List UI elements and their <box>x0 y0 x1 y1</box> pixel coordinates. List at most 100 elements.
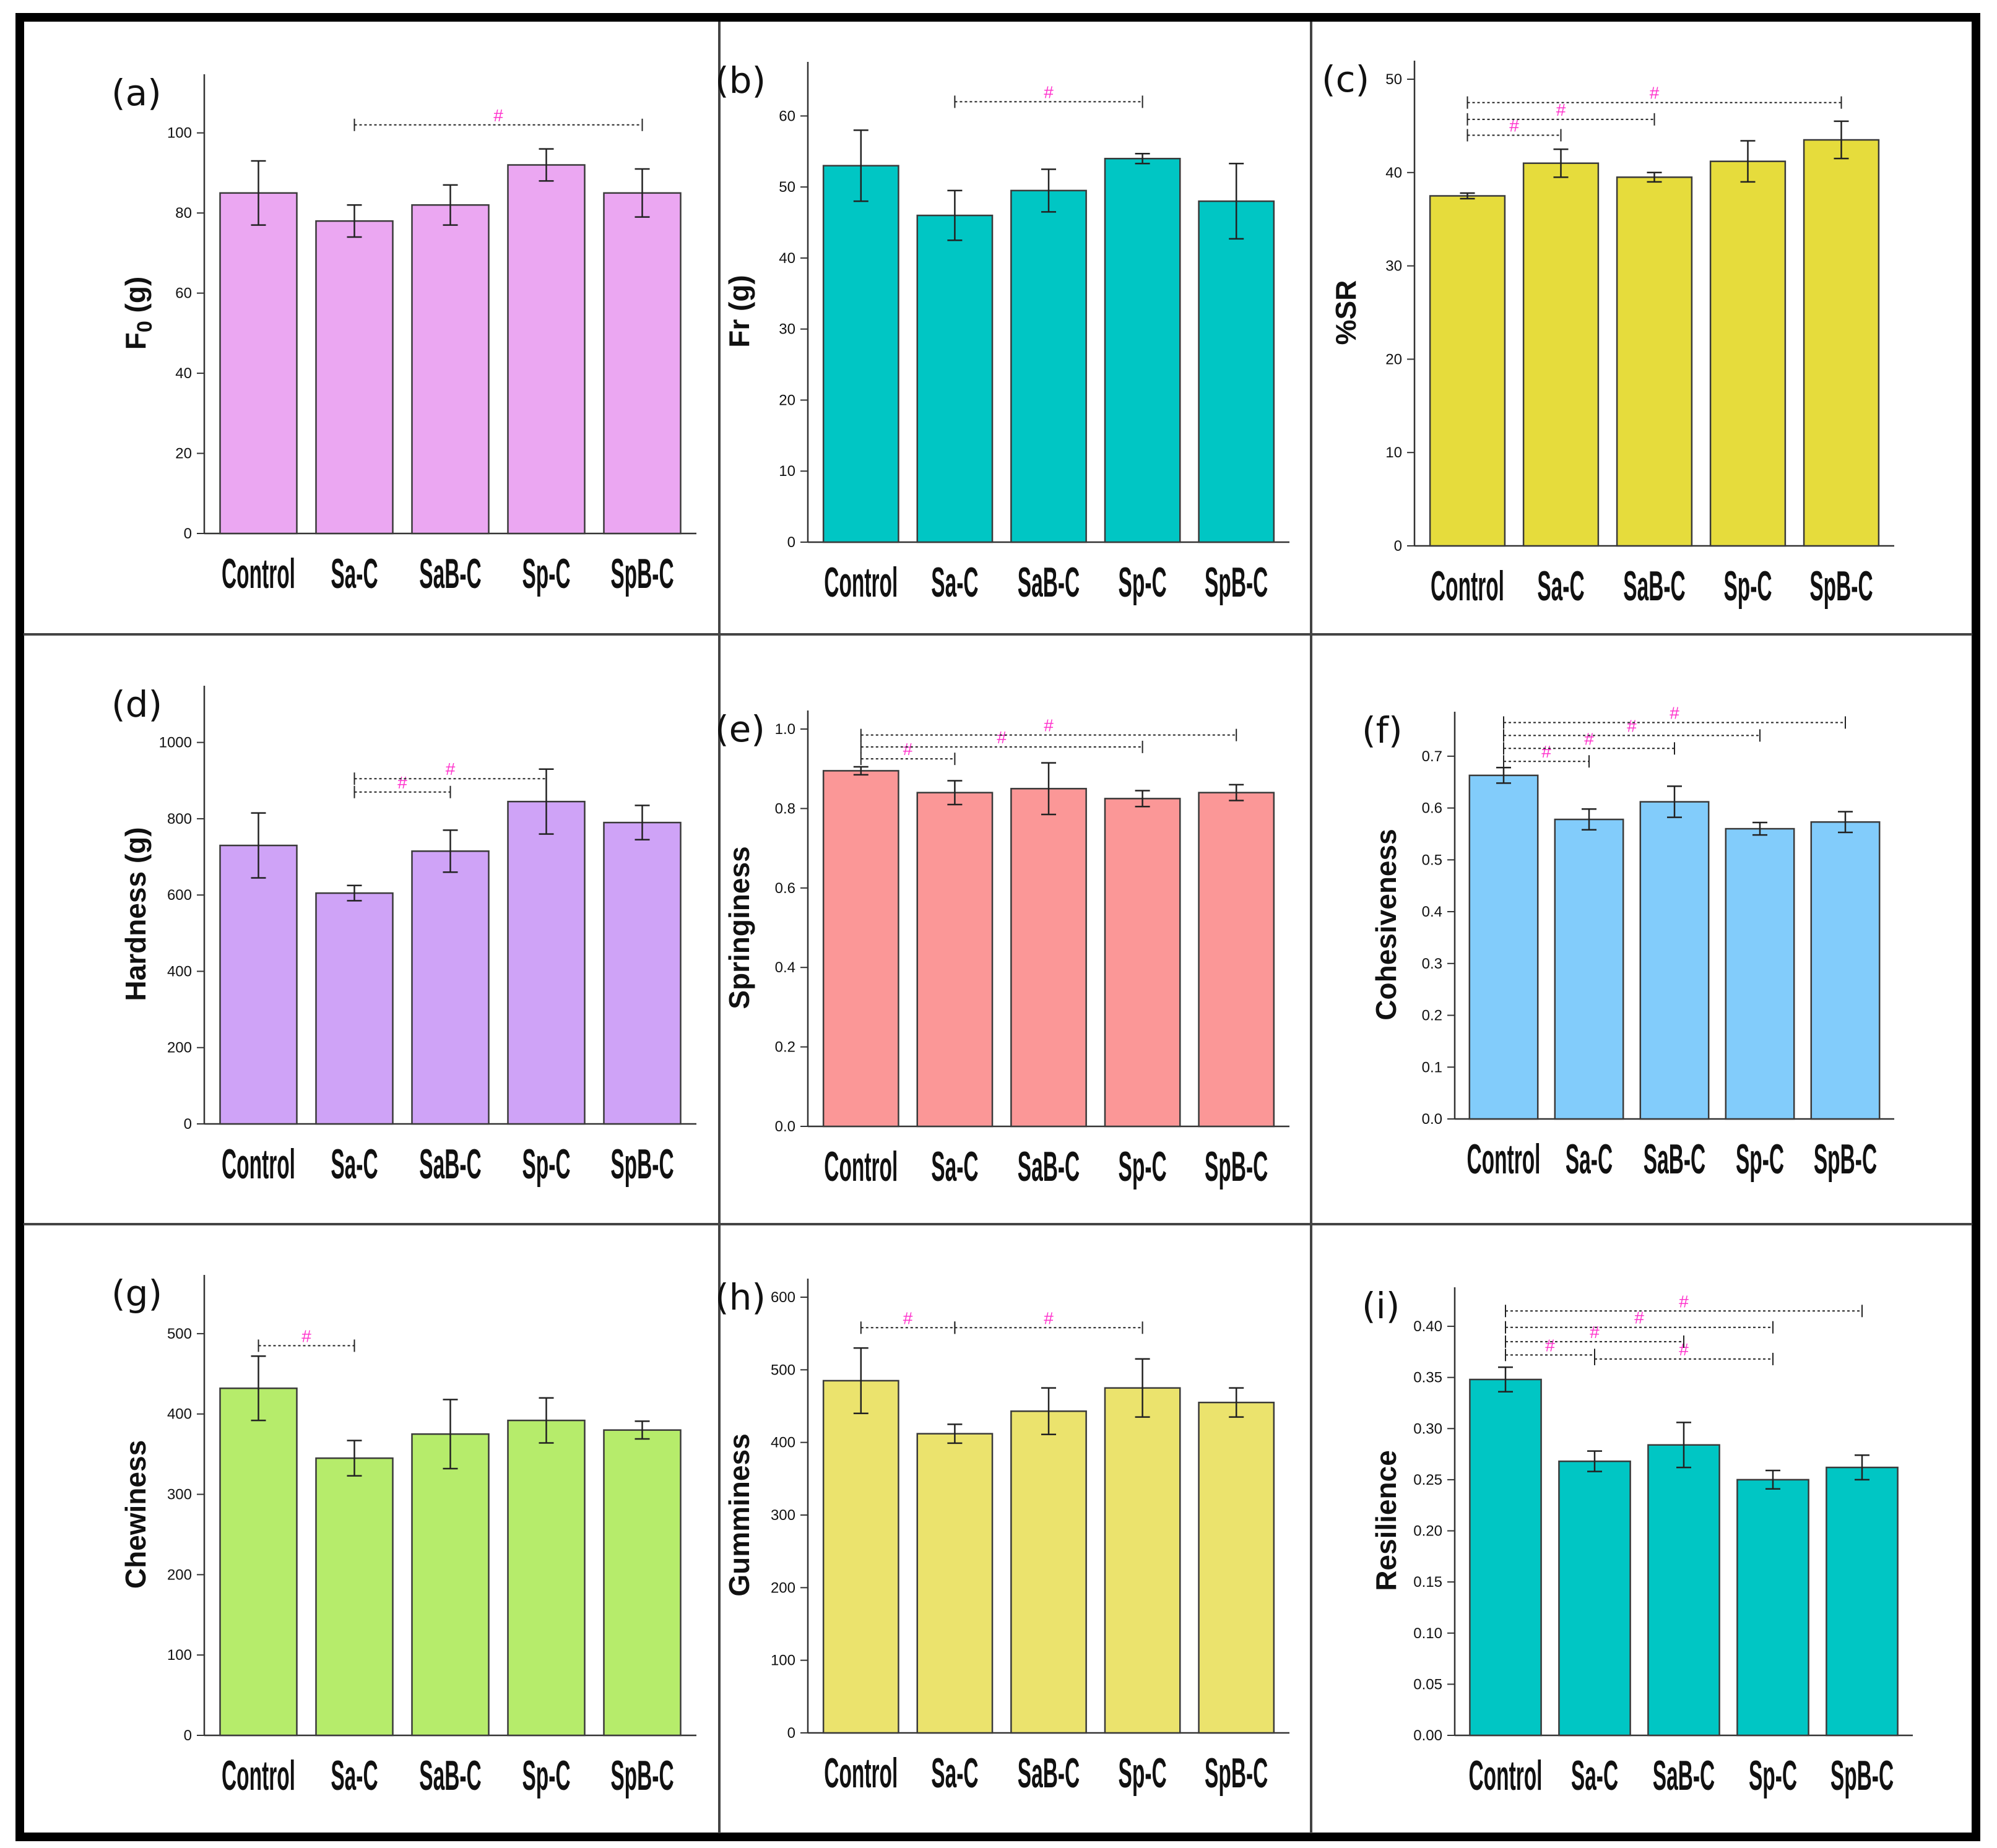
significance-bracket: # <box>1503 703 1846 729</box>
significance-mark: # <box>1541 742 1551 761</box>
y-tick-label: 0.40 <box>1413 1318 1442 1335</box>
x-tick-label: SaB-C <box>419 1753 481 1799</box>
y-tick-label: 800 <box>167 811 192 827</box>
bar-sab-c <box>411 1433 490 1737</box>
y-tick-label: 200 <box>167 1566 192 1583</box>
significance-mark: # <box>997 728 1007 747</box>
significance-bracket: # <box>1503 729 1675 755</box>
bar-spb-c <box>1803 139 1880 547</box>
y-tick-label: 0.4 <box>1422 904 1442 920</box>
significance-mark: # <box>1650 84 1660 103</box>
significance-bracket: # <box>353 759 547 785</box>
bar-sa-c <box>1558 1460 1631 1737</box>
y-tick-label: 0 <box>1394 538 1402 555</box>
x-tick-label: Sa-C <box>931 1750 978 1797</box>
y-tick-label: 0.8 <box>775 800 795 817</box>
significance-bracket: # <box>1594 1340 1774 1365</box>
bar-sab-c <box>1639 801 1710 1120</box>
x-tick-label: Control <box>222 1141 295 1188</box>
panel-label: (g) <box>111 1272 162 1315</box>
significance-bracket: # <box>1503 716 1761 742</box>
panel-label: (i) <box>1362 1285 1400 1327</box>
y-tick-label: 0.0 <box>1422 1111 1442 1128</box>
x-tick-label: Sa-C <box>931 559 978 606</box>
significance-bracket: # <box>1505 1323 1684 1348</box>
y-axis-label: %SR <box>1330 280 1362 345</box>
x-tick-label: SpB-C <box>610 551 674 597</box>
y-tick-label: 20 <box>1385 351 1402 368</box>
x-tick-label: SaB-C <box>1623 563 1685 610</box>
significance-mark: # <box>446 759 456 779</box>
y-tick-label: 600 <box>771 1289 795 1306</box>
panel-label: (c) <box>1322 58 1369 100</box>
significance-mark: # <box>1679 1340 1689 1359</box>
y-tick-label: 50 <box>1385 71 1402 88</box>
significance-bracket: # <box>1505 1336 1595 1362</box>
x-tick-label: Control <box>824 1750 898 1797</box>
significance-bracket: # <box>1466 100 1655 126</box>
bar-sab-c <box>411 850 490 1125</box>
y-tick-label: 0.20 <box>1413 1523 1442 1540</box>
y-tick-label: 0.35 <box>1413 1370 1442 1386</box>
x-tick-label: Sp-C <box>522 1753 570 1799</box>
significance-bracket: # <box>860 740 956 766</box>
x-tick-label: SaB-C <box>419 551 481 597</box>
x-tick-label: SaB-C <box>1018 1144 1080 1190</box>
bar-spb-c <box>1810 821 1881 1120</box>
x-tick-label: Sp-C <box>522 1141 570 1188</box>
significance-mark: # <box>493 106 503 125</box>
bar-sp-c <box>1736 1479 1809 1737</box>
significance-mark: # <box>301 1326 311 1345</box>
x-tick-label: SaB-C <box>1653 1753 1715 1799</box>
x-tick-label: Control <box>1431 563 1504 610</box>
significance-mark: # <box>1584 729 1594 748</box>
significance-mark: # <box>1590 1323 1600 1342</box>
bar-sab-c <box>1647 1444 1720 1737</box>
panel-label: (h) <box>715 1276 766 1318</box>
significance-bracket: # <box>353 106 643 131</box>
x-tick-label: SpB-C <box>1809 563 1873 610</box>
significance-bracket: # <box>954 82 1143 108</box>
y-tick-label: 300 <box>167 1487 192 1503</box>
bar-spb-c <box>1198 200 1275 543</box>
y-tick-label: 100 <box>167 1647 192 1664</box>
x-tick-label: Sp-C <box>1119 559 1167 606</box>
significance-mark: # <box>1556 100 1566 119</box>
y-tick-label: 80 <box>175 205 192 222</box>
x-tick-label: Control <box>824 559 898 606</box>
y-tick-label: 400 <box>771 1435 795 1451</box>
bar-sp-c <box>1104 798 1181 1128</box>
bar-spb-c <box>603 1429 682 1737</box>
y-tick-label: 40 <box>1385 165 1402 181</box>
y-tick-label: 0.6 <box>1422 800 1442 817</box>
panel-label: (e) <box>715 708 765 750</box>
x-tick-label: SaB-C <box>419 1141 481 1188</box>
bar-sa-c <box>315 892 394 1125</box>
significance-bracket: # <box>860 728 1143 753</box>
x-tick-label: Control <box>222 1753 295 1799</box>
y-tick-label: 0.5 <box>1422 852 1442 868</box>
y-tick-label: 0 <box>787 534 795 551</box>
x-tick-label: Sp-C <box>1749 1753 1797 1799</box>
y-tick-label: 0.1 <box>1422 1059 1442 1076</box>
x-tick-label: Sa-C <box>331 1141 378 1188</box>
x-tick-label: Sa-C <box>1566 1136 1613 1183</box>
bar-sab-c <box>1010 788 1087 1128</box>
y-tick-label: 0.00 <box>1413 1727 1442 1744</box>
bar-control <box>1469 1378 1542 1737</box>
y-tick-label: 0 <box>184 525 192 542</box>
significance-mark: # <box>1044 1308 1054 1328</box>
bar-control <box>822 165 899 543</box>
bar-sa-c <box>315 1457 394 1737</box>
bar-sp-c <box>1104 1387 1181 1734</box>
y-tick-label: 0.25 <box>1413 1472 1442 1488</box>
significance-bracket: # <box>1505 1292 1863 1318</box>
y-tick-label: 100 <box>167 125 192 142</box>
y-axis-label: F0 (g) <box>119 277 157 350</box>
chart-panel-i: (i) Resilience 0.00 0.05 0.10 0.15 0.20 0.25 0.3… <box>1362 1285 1913 1799</box>
x-tick-label: Sa-C <box>331 551 378 597</box>
chart-panel-f: (f) Cohesiveness 0.0 0.1 0.2 0.3 0.4 0.5 0.6 0.7 C… <box>1362 703 1894 1183</box>
x-tick-label: Control <box>222 551 295 597</box>
y-tick-label: 0.4 <box>775 959 795 976</box>
y-tick-label: 60 <box>779 108 795 124</box>
